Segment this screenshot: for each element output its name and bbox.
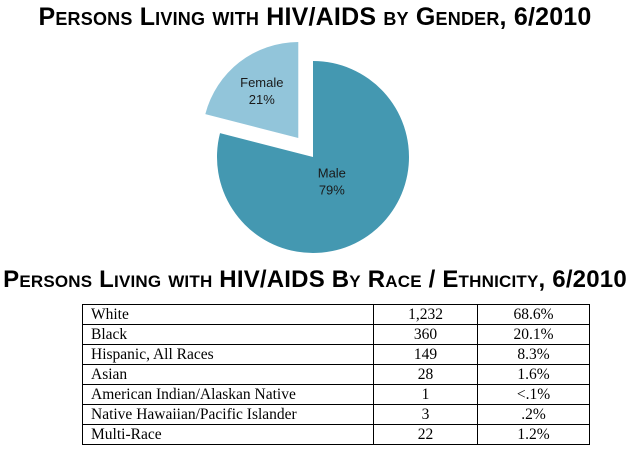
race-percent: 1.6% bbox=[477, 364, 590, 385]
race-label: Black bbox=[82, 324, 374, 345]
pie-label-male: Male bbox=[318, 165, 346, 180]
table-row: Asian 28 1.6% bbox=[82, 364, 590, 385]
table-row: White 1,232 68.6% bbox=[82, 304, 590, 325]
race-count: 1 bbox=[373, 384, 478, 405]
race-percent: 20.1% bbox=[477, 324, 590, 345]
race-percent: 8.3% bbox=[477, 344, 590, 365]
race-label: American Indian/Alaskan Native bbox=[82, 384, 374, 405]
race-percent: <.1% bbox=[477, 384, 590, 405]
race-count: 22 bbox=[373, 424, 478, 445]
pie-slice-male bbox=[217, 61, 409, 253]
pie-value-female: 21% bbox=[249, 92, 275, 107]
table-row: Black 360 20.1% bbox=[82, 324, 590, 345]
pie-value-male: 79% bbox=[319, 182, 345, 197]
race-percent: 68.6% bbox=[477, 304, 590, 325]
race-count: 28 bbox=[373, 364, 478, 385]
gender-chart-title: Persons Living with HIV/AIDS by Gender, … bbox=[38, 3, 592, 31]
pie-slice-female bbox=[205, 42, 299, 139]
race-table-title: Persons Living with HIV/AIDS By Race / E… bbox=[3, 266, 627, 293]
gender-pie-chart: Female 21% Male 79% bbox=[205, 42, 409, 253]
table-row: American Indian/Alaskan Native 1 <.1% bbox=[82, 384, 590, 405]
table-row: Multi-Race 22 1.2% bbox=[82, 424, 590, 445]
race-label: Hispanic, All Races bbox=[82, 344, 374, 365]
race-label: Multi-Race bbox=[82, 424, 374, 445]
race-ethnicity-table: White 1,232 68.6% Black 360 20.1% Hispan… bbox=[82, 304, 590, 445]
race-count: 1,232 bbox=[373, 304, 478, 325]
table-row: Native Hawaiian/Pacific Islander 3 .2% bbox=[82, 404, 590, 425]
race-percent: 1.2% bbox=[477, 424, 590, 445]
race-count: 360 bbox=[373, 324, 478, 345]
race-label: White bbox=[82, 304, 374, 325]
race-count: 149 bbox=[373, 344, 478, 365]
race-label: Native Hawaiian/Pacific Islander bbox=[82, 404, 374, 425]
race-percent: .2% bbox=[477, 404, 590, 425]
race-count: 3 bbox=[373, 404, 478, 425]
table-row: Hispanic, All Races 149 8.3% bbox=[82, 344, 590, 365]
race-label: Asian bbox=[82, 364, 374, 385]
pie-label-female: Female bbox=[240, 75, 283, 90]
